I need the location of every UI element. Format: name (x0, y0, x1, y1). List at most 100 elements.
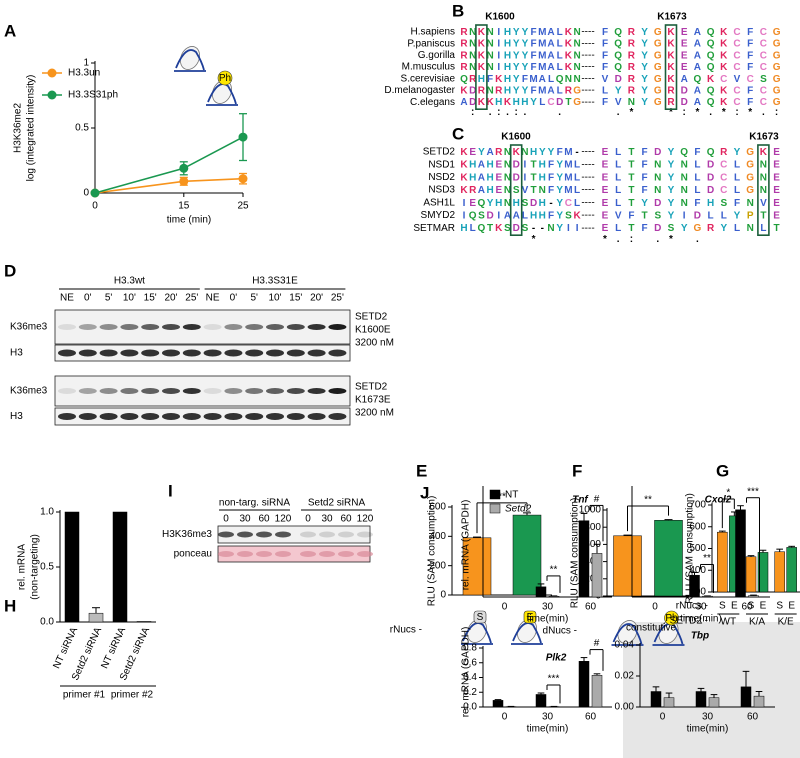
residue: Y (734, 210, 741, 221)
residue: N (486, 85, 493, 96)
gap: ---- (581, 38, 594, 49)
group-label: Setd2 siRNA (308, 498, 366, 509)
residue: R (667, 97, 675, 108)
band (224, 413, 243, 420)
band (328, 388, 347, 394)
residue: S (513, 185, 520, 196)
residue: A (694, 50, 701, 61)
sequence: RNKN I H Y Y FMA L KN (460, 50, 580, 61)
residue: L (557, 38, 563, 49)
residue: N (469, 38, 476, 49)
bar (535, 586, 547, 598)
row-label: H3 (10, 411, 23, 422)
residue: K (478, 97, 486, 108)
gap: ---- (581, 62, 594, 73)
panel-label: A (4, 21, 16, 40)
dna (653, 623, 684, 645)
residue: Y (487, 197, 494, 208)
lane-label: 30 (239, 514, 251, 525)
residue: I (463, 197, 466, 208)
residue: . (506, 107, 509, 118)
residue: . (617, 234, 620, 245)
residue: F (628, 210, 634, 221)
significance: # (594, 494, 600, 505)
band (141, 413, 160, 420)
residue: D (556, 97, 563, 108)
bar (613, 535, 642, 597)
residue: E (681, 62, 688, 73)
sequence: * (532, 234, 536, 245)
residue: E (602, 223, 609, 234)
residue: K (573, 210, 581, 221)
residue: * (629, 107, 633, 118)
residue: F (747, 97, 753, 108)
gap: ---- (581, 159, 594, 170)
residue: M (564, 172, 572, 183)
gap: ---- (581, 185, 594, 196)
modification (664, 610, 679, 626)
band (307, 413, 326, 420)
legend-label: H3.3S31ph (68, 90, 118, 101)
residue: N (521, 147, 528, 158)
panel-label: F (572, 461, 582, 480)
band (141, 349, 160, 357)
row-label: K36me3 (10, 386, 48, 397)
residue: F (747, 50, 753, 61)
residue: F (548, 172, 554, 183)
band (78, 349, 97, 357)
residue: Y (641, 73, 648, 84)
residue: C (733, 38, 740, 49)
residue: Q (694, 73, 702, 84)
residue: H (707, 197, 714, 208)
residue: G (654, 73, 662, 84)
sequence: KRAH E N S V T N F YML (460, 185, 580, 196)
residue: C (760, 85, 767, 96)
residue: - (541, 223, 544, 234)
residue: K (460, 147, 468, 158)
significance: *** (747, 486, 759, 497)
residue: Y (641, 38, 648, 49)
residue: F (557, 147, 563, 158)
residue: Y (556, 185, 563, 196)
bar (650, 691, 662, 708)
residue: I (524, 172, 527, 183)
residue: G (654, 62, 662, 73)
gap: ---- (581, 97, 594, 108)
residue: L (734, 223, 740, 234)
residue: K (513, 147, 521, 158)
residue: I (576, 223, 579, 234)
bar (492, 700, 504, 708)
residue: Y (641, 50, 648, 61)
residue: R (565, 85, 573, 96)
residue: H (513, 97, 520, 108)
residue: N (486, 27, 493, 38)
residue: M (538, 50, 546, 61)
species-name: NSD2 (428, 172, 455, 183)
site-label: K1673 (749, 132, 779, 143)
residue: L (574, 159, 580, 170)
residue: D (654, 223, 661, 234)
y-tick-label: 400 (429, 531, 446, 542)
residue: T (628, 223, 634, 234)
residue: K (667, 73, 675, 84)
lane-label: 60 (340, 514, 352, 525)
residue: K (495, 73, 503, 84)
residue: N (747, 223, 754, 234)
residue: H (539, 197, 546, 208)
significance: *** (548, 674, 560, 685)
lane-label: 15' (144, 293, 157, 304)
residue: F (531, 38, 537, 49)
bar (136, 621, 152, 623)
residue: G (654, 50, 662, 61)
residue: R (460, 27, 468, 38)
residue: Y (522, 27, 529, 38)
sequence: I QS D I AA L HH F Y S K (463, 210, 582, 221)
residue: V (615, 97, 622, 108)
residue: T (628, 147, 634, 158)
residue: L (574, 197, 580, 208)
dna (175, 49, 205, 71)
residue: N (654, 159, 661, 170)
